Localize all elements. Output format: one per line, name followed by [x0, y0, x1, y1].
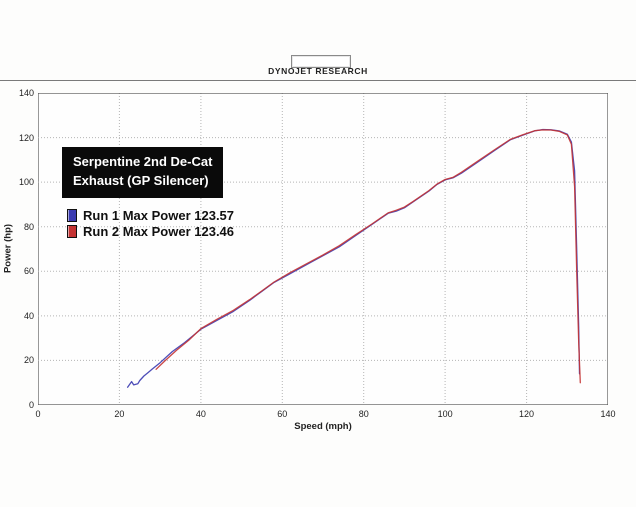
legend-item-run2: Run 2 Max Power 123.46: [67, 223, 234, 239]
page-title: DYNOJET RESEARCH: [268, 66, 368, 76]
x-axis-label: Speed (mph): [294, 421, 352, 432]
x-tick-label: 80: [358, 409, 369, 419]
y-tick-label: 60: [23, 266, 34, 277]
run1-color-swatch-icon: [67, 208, 77, 222]
x-tick-label: 20: [114, 409, 125, 419]
x-tick-label: 120: [519, 409, 535, 419]
legend-label-run1: Run 1 Max Power 123.57: [83, 207, 235, 223]
header-divider: [0, 80, 636, 81]
y-tick-label: 80: [23, 221, 34, 232]
x-tick-label: 0: [35, 409, 41, 419]
legend: Run 1 Max Power 123.57 Run 2 Max Power 1…: [67, 207, 234, 239]
scan-artifact-box: [291, 55, 351, 68]
x-tick-label: 60: [277, 409, 288, 419]
y-tick-label: 120: [18, 132, 34, 143]
y-tick-label: 40: [23, 310, 34, 321]
legend-label-run2: Run 2 Max Power 123.46: [83, 223, 235, 239]
y-tick-label: 140: [18, 88, 34, 98]
y-tick-label: 0: [28, 400, 34, 410]
y-tick-label: 100: [18, 177, 34, 188]
dyno-power-curves: [38, 93, 608, 405]
annotation-line-1: Serpentine 2nd De-Cat: [73, 154, 213, 169]
x-tick-label: 140: [600, 409, 616, 419]
annotation-line-2: Exhaust (GP Silencer): [73, 172, 209, 188]
y-tick-label: 20: [23, 355, 34, 366]
x-tick-label: 100: [437, 409, 453, 419]
x-tick-label: 40: [195, 409, 206, 419]
chart-plot-area: [38, 93, 608, 405]
legend-item-run1: Run 1 Max Power 123.57: [67, 207, 234, 223]
exhaust-annotation-box: Serpentine 2nd De-Cat Exhaust (GP Silenc…: [62, 147, 224, 198]
run2-color-swatch-icon: [67, 224, 77, 238]
